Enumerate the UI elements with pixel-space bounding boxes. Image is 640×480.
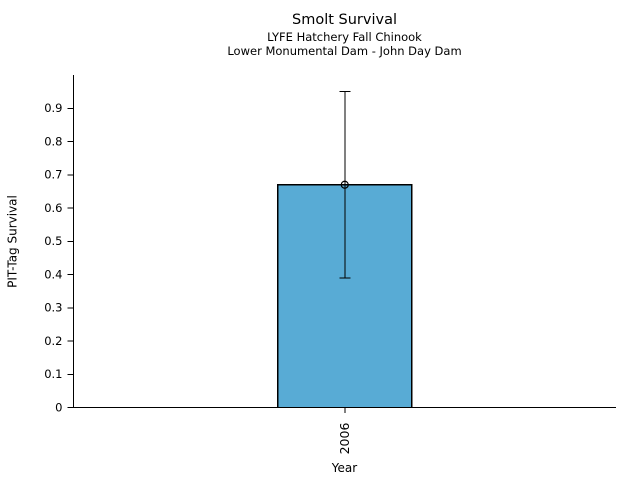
x-axis-label: Year	[331, 461, 358, 475]
chart-title: Smolt Survival	[292, 12, 397, 28]
y-tick-label: 0.7	[44, 168, 62, 182]
y-tick-label: 0.6	[44, 201, 62, 215]
point-marker-circle	[340, 180, 349, 189]
y-tick-label: 0.3	[44, 301, 62, 315]
chart-subtitle-line1: LYFE Hatchery Fall Chinook	[267, 30, 422, 44]
y-tick-label: 0.8	[44, 134, 62, 148]
y-tick-label: 0.1	[44, 367, 62, 381]
y-tick-label: 0.2	[44, 334, 62, 348]
y-tick-label: 0	[55, 400, 62, 414]
y-tick-label: 0.4	[44, 267, 62, 281]
y-tick-label: 0.5	[44, 234, 62, 248]
y-tick-label: 0.9	[44, 101, 62, 115]
chart-subtitle-line2: Lower Monumental Dam - John Day Dam	[227, 44, 462, 58]
x-tick-label: 2006	[337, 423, 352, 455]
